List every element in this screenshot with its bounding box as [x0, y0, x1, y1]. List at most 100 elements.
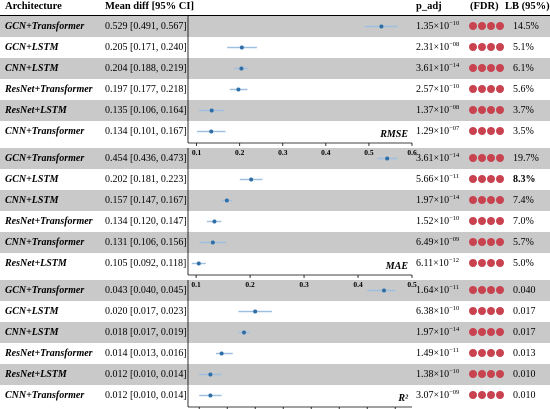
- p-adj-exponent: −09: [449, 236, 460, 243]
- p-adj-cell: 6.49×10−09: [416, 236, 459, 249]
- mean-point: [212, 219, 217, 224]
- architecture-cell: CNN+Transformer: [5, 237, 85, 248]
- metric-label: RMSE: [379, 129, 408, 140]
- table-row: GCN+Transformer 0.043 [0.040, 0.045] 1.64×…: [0, 280, 550, 301]
- mean-diff-cell: 0.205 [0.171, 0.240]: [105, 42, 187, 53]
- mean-diff-cell: 0.018 [0.017, 0.019]: [105, 327, 187, 338]
- fdr-dots: [469, 238, 505, 256]
- lb-cell: 0.017: [513, 306, 536, 317]
- table-row: ResNet+Transformer 0.197 [0.177, 0.218] 2.…: [0, 79, 550, 100]
- table-row: GCN+Transformer 0.529 [0.491, 0.567] 1.35×…: [0, 16, 550, 37]
- p-adj-base: 3.07×10: [416, 390, 450, 401]
- fdr-dot: [496, 106, 504, 114]
- fdr-dot: [487, 175, 495, 183]
- fdr-dot: [478, 154, 486, 162]
- fdr-dot: [469, 349, 477, 357]
- x-tick-label: 0.5: [407, 280, 417, 289]
- fdr-dot: [478, 328, 486, 336]
- p-adj-cell: 2.31×10−08: [416, 41, 459, 54]
- fdr-dot: [496, 175, 504, 183]
- lb-cell: 0.010: [513, 390, 536, 401]
- mean-point: [224, 198, 229, 203]
- mean-diff-cell: 0.134 [0.101, 0.167]: [105, 126, 187, 137]
- p-adj-cell: 2.57×10−10: [416, 83, 459, 96]
- mean-diff-cell: 0.043 [0.040, 0.045]: [105, 285, 187, 296]
- fdr-dot: [469, 286, 477, 294]
- table-row: CNN+LSTM 0.157 [0.147, 0.167] 1.97×10−14 7.…: [0, 190, 550, 211]
- fdr-dot: [496, 196, 504, 204]
- architecture-cell: CNN+Transformer: [5, 126, 85, 137]
- p-adj-cell: 3.61×10−14: [416, 152, 459, 165]
- p-adj-base: 1.52×10: [416, 216, 450, 227]
- fdr-dots: [469, 43, 505, 61]
- table-row: ResNet+LSTM 0.135 [0.106, 0.164] 1.37×10−0…: [0, 100, 550, 121]
- fdr-dot: [469, 391, 477, 399]
- table-row: ResNet+Transformer 0.014 [0.013, 0.016] 1.…: [0, 343, 550, 364]
- mean-point: [239, 66, 244, 71]
- lb-cell: 0.040: [513, 285, 536, 296]
- fdr-dot: [478, 196, 486, 204]
- p-adj-cell: 5.66×10−11: [416, 173, 459, 186]
- p-adj-cell: 6.38×10−10: [416, 305, 459, 318]
- lb-cell: 7.0%: [513, 216, 534, 227]
- mean-point: [209, 108, 214, 113]
- architecture-cell: ResNet+Transformer: [5, 216, 93, 227]
- p-adj-cell: 1.37×10−08: [416, 104, 459, 117]
- p-adj-exponent: −07: [449, 125, 460, 132]
- p-adj-exponent: −11: [449, 284, 460, 291]
- fdr-dot: [496, 286, 504, 294]
- p-adj-base: 3.61×10: [416, 63, 450, 74]
- fdr-dots: [469, 85, 505, 103]
- mean-point: [385, 156, 390, 161]
- architecture-cell: GCN+Transformer: [5, 153, 85, 164]
- p-adj-base: 1.64×10: [416, 285, 450, 296]
- fdr-dots: [469, 370, 505, 388]
- fdr-dot: [487, 259, 495, 267]
- fdr-dot: [487, 85, 495, 93]
- p-adj-exponent: −10: [449, 20, 460, 27]
- fdr-dots: [469, 196, 505, 214]
- fdr-dots: [469, 175, 505, 193]
- fdr-dot: [478, 175, 486, 183]
- fdr-dot: [496, 85, 504, 93]
- header-architecture: Architecture: [5, 1, 62, 12]
- fdr-dot: [469, 328, 477, 336]
- fdr-dot: [496, 217, 504, 225]
- p-adj-base: 2.57×10: [416, 84, 450, 95]
- architecture-cell: CNN+LSTM: [5, 327, 59, 338]
- x-tick-label: 0.1: [191, 280, 201, 289]
- mean-diff-cell: 0.135 [0.106, 0.164]: [105, 105, 187, 116]
- p-adj-exponent: −12: [448, 257, 459, 264]
- x-tick-label: 0.3: [299, 280, 309, 289]
- fdr-dot: [469, 106, 477, 114]
- mean-diff-cell: 0.454 [0.436, 0.473]: [105, 153, 187, 164]
- p-adj-base: 6.49×10: [416, 237, 450, 248]
- p-adj-base: 6.38×10: [416, 306, 450, 317]
- architecture-cell: CNN+LSTM: [5, 195, 59, 206]
- p-adj-exponent: −09: [449, 389, 460, 396]
- table-row: CNN+Transformer 0.134 [0.101, 0.167] 1.29×…: [0, 121, 550, 142]
- p-adj-exponent: −10: [449, 83, 460, 90]
- mean-diff-cell: 0.157 [0.147, 0.167]: [105, 195, 187, 206]
- p-adj-exponent: −11: [449, 347, 460, 354]
- mean-point: [249, 177, 254, 182]
- fdr-dot: [487, 127, 495, 135]
- mean-diff-cell: 0.529 [0.491, 0.567]: [105, 21, 187, 32]
- p-adj-exponent: −10: [449, 305, 460, 312]
- table-row: GCN+LSTM 0.202 [0.181, 0.223] 5.66×10−11 8.…: [0, 169, 550, 190]
- p-adj-exponent: −10: [449, 368, 460, 375]
- mean-point: [379, 24, 384, 29]
- p-adj-cell: 1.49×10−11: [416, 347, 459, 360]
- p-adj-base: 1.35×10: [416, 21, 450, 32]
- architecture-cell: ResNet+Transformer: [5, 84, 93, 95]
- lb-cell: 5.0%: [513, 258, 534, 269]
- mean-point: [210, 240, 215, 245]
- fdr-dot: [469, 22, 477, 30]
- p-adj-cell: 1.52×10−10: [416, 215, 459, 228]
- header-fdr: (FDR): [470, 1, 499, 12]
- fdr-dot: [487, 196, 495, 204]
- fdr-dot: [487, 64, 495, 72]
- mean-diff-cell: 0.134 [0.120, 0.147]: [105, 216, 187, 227]
- p-adj-base: 1.49×10: [416, 348, 450, 359]
- architecture-cell: ResNet+LSTM: [5, 258, 67, 269]
